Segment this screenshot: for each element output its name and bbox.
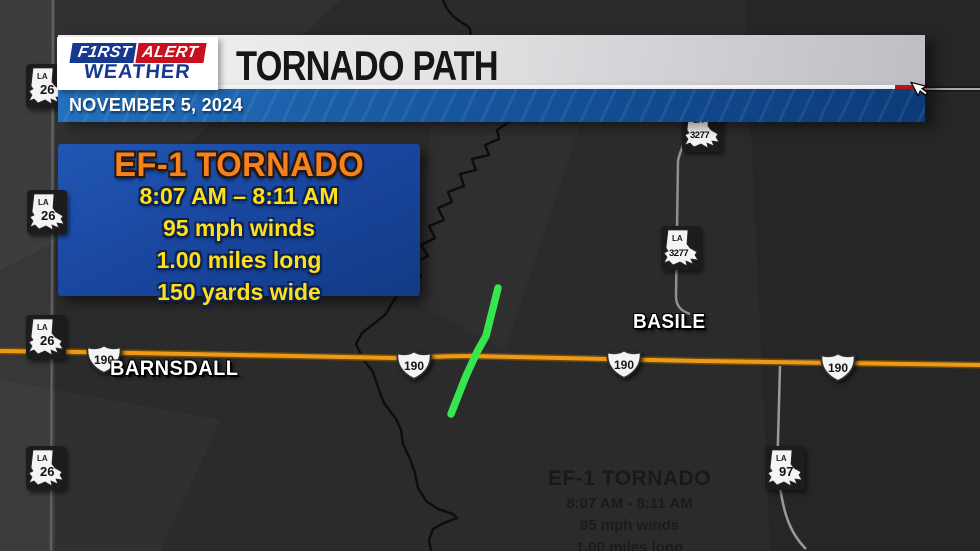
route-shield-us190: 190 [606, 349, 642, 379]
header-underline [58, 85, 895, 89]
tornado-path-length: 1.00 miles long [156, 247, 322, 273]
louisiana-shield-icon: LA 3277 [663, 229, 699, 267]
route-shield-us190: 190 [396, 350, 432, 380]
louisiana-shield-icon: LA 26 [29, 193, 65, 231]
logo-first-text: F1RST [69, 43, 137, 63]
svg-text:26: 26 [41, 208, 55, 223]
event-date: NOVEMBER 5, 2024 [69, 95, 243, 115]
header-red-accent [895, 85, 925, 89]
route-shield-us190: 190 [86, 344, 122, 374]
route-shield-us190: 190 [820, 352, 856, 382]
first-alert-weather-logo: F1RST ALERT WEATHER [57, 37, 218, 90]
svg-text:LA: LA [37, 323, 48, 332]
mouse-cursor-icon [909, 74, 935, 102]
route-shield-la97: LA 97 [765, 446, 805, 490]
us-route-shield-icon: 190 [86, 344, 122, 374]
louisiana-shield-icon: LA 26 [28, 318, 64, 356]
svg-text:LA: LA [37, 72, 48, 81]
ghost-infobox-text: EF-1 TORNADO 8:07 AM - 8:11 AM 95 mph wi… [527, 468, 732, 551]
route-shield-la26: LA 26 [26, 446, 66, 490]
highway-190 [0, 349, 980, 367]
tornado-rating: EF-1 TORNADO [114, 146, 364, 184]
svg-text:3277: 3277 [669, 248, 688, 259]
us-route-shield-icon: 190 [606, 349, 642, 379]
svg-text:LA: LA [672, 234, 683, 243]
page-title: TORNADO PATH [236, 42, 499, 89]
svg-text:97: 97 [779, 464, 793, 479]
river-main [354, 121, 510, 551]
tornado-path-line [447, 284, 502, 418]
ghost-line: 1.00 miles long [575, 539, 684, 551]
route-shield-la26: LA 26 [26, 315, 66, 359]
svg-text:26: 26 [40, 82, 54, 97]
svg-text:190: 190 [828, 361, 848, 375]
svg-text:190: 190 [404, 359, 424, 373]
svg-text:LA: LA [776, 454, 787, 463]
svg-text:3277: 3277 [690, 130, 709, 141]
svg-text:190: 190 [94, 353, 114, 367]
tornado-wind-speed: 95 mph winds [162, 215, 316, 241]
tornado-time-range: 8:07 AM – 8:11 AM [139, 183, 339, 209]
ghost-line: 8:07 AM - 8:11 AM [566, 495, 693, 512]
louisiana-shield-icon: LA 26 [28, 449, 64, 487]
logo-alert-text: ALERT [133, 43, 206, 63]
river-upper [441, 0, 472, 37]
us-route-shield-icon: 190 [396, 350, 432, 380]
logo-weather-text: WEATHER [83, 61, 193, 83]
logo-top-row: F1RST ALERT [69, 43, 206, 63]
ghost-line: 95 mph winds [579, 517, 680, 534]
us-route-shield-icon: 190 [820, 352, 856, 382]
date-bar: NOVEMBER 5, 2024 [58, 89, 925, 122]
svg-text:26: 26 [40, 333, 54, 348]
town-label-basile: BASILE [633, 311, 706, 333]
tornado-path-width: 150 yards wide [157, 279, 321, 305]
svg-text:LA: LA [37, 454, 48, 463]
route-shield-la3277: LA 3277 [661, 226, 701, 270]
svg-text:190: 190 [614, 358, 634, 372]
map-shading-east [745, 0, 980, 551]
louisiana-shield-icon: LA 26 [28, 67, 64, 105]
svg-text:LA: LA [38, 198, 49, 207]
town-label-barnsdall: BARNSDALL [110, 357, 239, 380]
louisiana-shield-icon: LA 97 [767, 449, 803, 487]
route-shield-la26: LA 26 [27, 190, 67, 234]
map-shading-center [420, 125, 580, 350]
tornado-info-box: EF-1 TORNADO 8:07 AM – 8:11 AM 95 mph wi… [58, 144, 420, 304]
svg-text:26: 26 [40, 464, 54, 479]
ghost-title: EF-1 TORNADO [547, 467, 712, 490]
